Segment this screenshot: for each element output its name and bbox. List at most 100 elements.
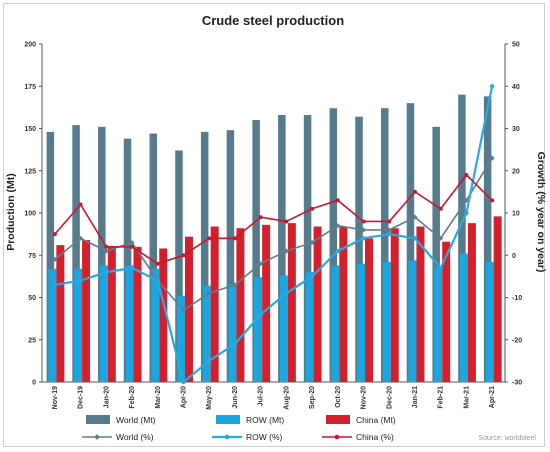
bar-row-mt-8 bbox=[254, 277, 263, 382]
y-axis-title: Production (Mt) bbox=[5, 173, 17, 251]
x-tick-label-1: Dec-19 bbox=[78, 386, 85, 409]
point-china-4 bbox=[155, 261, 160, 266]
point-china-13 bbox=[387, 219, 392, 224]
y2-tick-label-2: -10 bbox=[512, 295, 522, 302]
point-world-1 bbox=[78, 235, 84, 241]
legend-label-row: ROW (%) bbox=[246, 432, 283, 442]
bar-row-mt-17 bbox=[485, 262, 494, 382]
y-tick-label-7: 175 bbox=[24, 84, 36, 91]
bar-china-mt-12 bbox=[365, 238, 374, 382]
line-series-group bbox=[52, 84, 495, 385]
legend: World (Mt) ROW (Mt) China (Mt) World (%) ROW… bbox=[82, 415, 396, 442]
x-tick-label-10: Sep-20 bbox=[309, 386, 316, 409]
bar-world-mt-13 bbox=[381, 108, 389, 382]
bar-world-mt-15 bbox=[432, 126, 440, 382]
x-tick-label-2: Jan-20 bbox=[103, 386, 110, 408]
bar-row-mt-2 bbox=[99, 265, 108, 382]
point-row-13 bbox=[387, 231, 392, 237]
bar-world-mt-8 bbox=[252, 120, 260, 383]
bar-world-mt-16 bbox=[458, 94, 466, 382]
bar-row-mt-12 bbox=[357, 263, 366, 382]
y-tick-label-1: 25 bbox=[28, 337, 36, 344]
point-china-8 bbox=[258, 215, 263, 220]
point-row-15 bbox=[438, 265, 443, 271]
bar-row-mt-15 bbox=[434, 267, 443, 382]
point-world-6 bbox=[206, 290, 212, 296]
bar-china-mt-3 bbox=[133, 246, 142, 382]
y-tick-label-0: 0 bbox=[32, 380, 36, 387]
bar-china-mt-2 bbox=[107, 246, 116, 382]
bar-world-mt-12 bbox=[355, 116, 363, 383]
legend-swatch-china-mt bbox=[326, 415, 350, 424]
point-china-10 bbox=[310, 206, 315, 211]
point-row-16 bbox=[464, 210, 469, 216]
point-row-6 bbox=[206, 358, 212, 364]
point-world-8 bbox=[258, 261, 264, 267]
bar-world-mt-7 bbox=[226, 130, 235, 382]
point-row-9 bbox=[284, 291, 289, 296]
bar-world-mt-10 bbox=[303, 114, 312, 382]
point-world-3 bbox=[129, 240, 135, 246]
x-tick-label-17: Apr-21 bbox=[489, 386, 496, 408]
bar-row-mt-14 bbox=[408, 260, 417, 382]
bar-china-mt-13 bbox=[390, 228, 399, 382]
point-world-9 bbox=[283, 248, 289, 254]
bar-world-mt-2 bbox=[98, 126, 106, 382]
bar-world-mt-11 bbox=[329, 108, 338, 382]
y2-axis-title: Growth (% year on year) bbox=[535, 152, 547, 273]
chart-frame bbox=[3, 3, 545, 447]
x-tick-label-14: Jan-21 bbox=[412, 386, 419, 408]
legend-label-row-mt: ROW (Mt) bbox=[246, 415, 284, 425]
bar-row-mt-6 bbox=[202, 285, 211, 382]
line-world bbox=[54, 157, 493, 312]
point-china-12 bbox=[361, 219, 366, 224]
point-world-7 bbox=[232, 282, 238, 288]
point-world-14 bbox=[412, 214, 418, 220]
x-tick-label-6: May-20 bbox=[206, 386, 213, 410]
point-world-5 bbox=[180, 307, 187, 313]
bar-china-mt-14 bbox=[416, 226, 425, 382]
y-tick-label-2: 50 bbox=[28, 295, 36, 302]
bar-china-mt-5 bbox=[184, 236, 193, 382]
bar-row-mt-1 bbox=[74, 268, 83, 382]
source-note: Source: worldsteel bbox=[478, 435, 536, 442]
y2-tick-label-3: 0 bbox=[512, 253, 516, 260]
point-china-11 bbox=[335, 198, 340, 203]
x-tick-label-16: Mar-21 bbox=[463, 386, 470, 409]
point-world-2 bbox=[103, 248, 109, 254]
point-row-8 bbox=[258, 312, 263, 317]
bar-row-mt-7 bbox=[228, 283, 237, 382]
point-row-1 bbox=[78, 278, 83, 283]
x-tick-label-12: Nov-20 bbox=[361, 386, 368, 409]
chart-title: Crude steel production bbox=[202, 13, 344, 28]
x-tick-label-8: Jul-20 bbox=[258, 386, 265, 406]
bar-row-mt-4 bbox=[151, 268, 160, 382]
point-row-14 bbox=[412, 236, 418, 241]
line-china bbox=[54, 173, 493, 265]
bar-row-mt-9 bbox=[279, 275, 288, 382]
point-china-3 bbox=[130, 244, 135, 249]
y2-tick-label-7: 40 bbox=[512, 84, 520, 91]
bar-china-mt-1 bbox=[82, 240, 91, 382]
bar-row-mt-0 bbox=[48, 268, 57, 382]
y-tick-label-8: 200 bbox=[24, 42, 36, 49]
bar-row-mt-5 bbox=[176, 295, 185, 382]
x-tick-label-5: Apr-20 bbox=[180, 386, 187, 408]
point-row-3 bbox=[129, 265, 135, 271]
point-row-7 bbox=[232, 341, 238, 347]
bar-china-mt-16 bbox=[467, 223, 476, 382]
y-tick-label-3: 75 bbox=[28, 253, 36, 260]
bar-world-mt-17 bbox=[483, 96, 492, 382]
y-tick-label-4: 100 bbox=[24, 211, 36, 218]
bar-world-mt-6 bbox=[200, 131, 209, 382]
y2-tick-label-5: 20 bbox=[512, 168, 520, 175]
legend-marker-world bbox=[94, 434, 100, 440]
legend-label-world: World (%) bbox=[116, 432, 154, 442]
bar-china-mt-17 bbox=[493, 216, 502, 382]
bar-china-mt-9 bbox=[287, 223, 296, 382]
point-row-17 bbox=[489, 84, 495, 89]
point-row-11 bbox=[335, 248, 341, 254]
point-world-0 bbox=[52, 256, 58, 263]
bar-china-mt-10 bbox=[313, 226, 322, 382]
